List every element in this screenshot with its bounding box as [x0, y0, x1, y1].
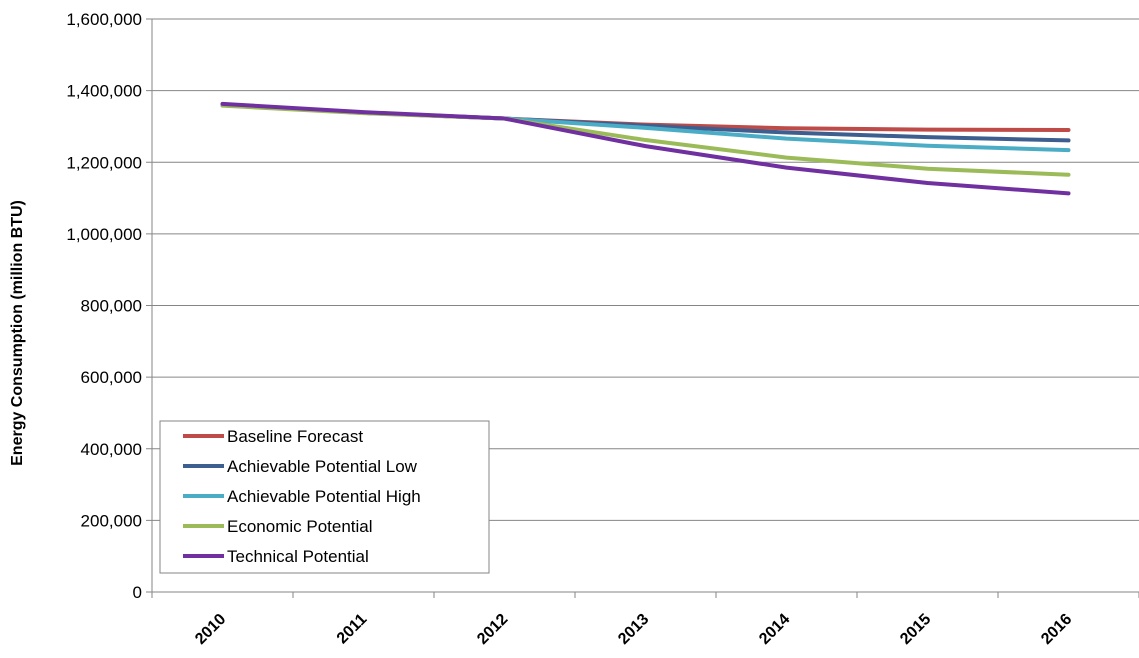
y-tick-label: 800,000 — [81, 297, 142, 316]
x-tick-label: 2012 — [474, 611, 511, 648]
axes — [146, 18, 1139, 598]
legend-label: Achievable Potential Low — [227, 457, 418, 476]
x-tick-label: 2013 — [615, 611, 652, 648]
series-lines — [220, 101, 1071, 196]
x-tick-label: 2015 — [897, 611, 934, 648]
y-tick-label: 1,400,000 — [66, 82, 142, 101]
legend-label: Economic Potential — [227, 517, 373, 536]
y-tick-label: 0 — [133, 583, 142, 602]
x-tick-labels: 2010 2011 2012 2013 2014 2015 2016 — [192, 611, 1075, 648]
legend-label: Achievable Potential High — [227, 487, 421, 506]
legend-label: Technical Potential — [227, 547, 369, 566]
x-tick-label: 2011 — [334, 611, 371, 648]
y-tick-label: 200,000 — [81, 511, 142, 530]
series-line-4 — [220, 101, 1071, 196]
y-tick-labels: 0 200,000 400,000 600,000 800,000 1,000,000 1,… — [66, 10, 142, 602]
y-axis-label: Energy Consumption (million BTU) — [9, 200, 26, 466]
y-tick-label: 400,000 — [81, 440, 142, 459]
series-line-3 — [220, 103, 1071, 177]
y-tick-label: 1,200,000 — [66, 153, 142, 172]
y-tick-label: 1,000,000 — [66, 225, 142, 244]
legend-items: Baseline Forecast Achievable Potential Lo… — [183, 427, 421, 566]
legend: Baseline Forecast Achievable Potential Lo… — [159, 420, 490, 574]
x-tick-label: 2014 — [756, 611, 793, 648]
y-tick-label: 600,000 — [81, 368, 142, 387]
legend-label: Baseline Forecast — [227, 427, 363, 446]
x-tick-label: 2010 — [192, 611, 229, 648]
x-tick-label: 2016 — [1038, 611, 1075, 648]
y-tick-label: 1,600,000 — [66, 10, 142, 29]
